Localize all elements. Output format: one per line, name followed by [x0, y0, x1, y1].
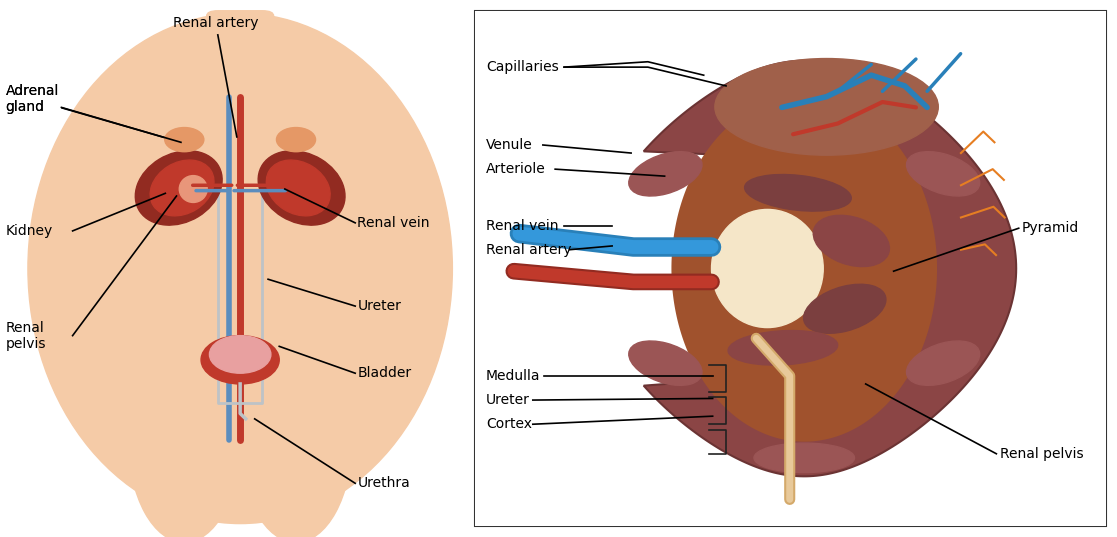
Ellipse shape — [754, 443, 855, 473]
Text: Urethra: Urethra — [357, 476, 410, 490]
Bar — [475, 11, 1106, 526]
Ellipse shape — [179, 176, 208, 202]
Text: Arteriole: Arteriole — [486, 162, 545, 176]
Text: Medulla: Medulla — [486, 369, 541, 383]
Ellipse shape — [258, 151, 345, 225]
Ellipse shape — [907, 341, 980, 386]
Polygon shape — [671, 96, 937, 441]
Ellipse shape — [629, 151, 701, 196]
Text: Venule: Venule — [486, 138, 533, 152]
Ellipse shape — [150, 160, 214, 216]
Ellipse shape — [629, 341, 701, 386]
Ellipse shape — [276, 127, 316, 151]
Ellipse shape — [128, 338, 240, 537]
Text: Cortex: Cortex — [486, 417, 532, 431]
Text: Capillaries: Capillaries — [486, 60, 558, 74]
Ellipse shape — [210, 336, 270, 373]
Ellipse shape — [712, 209, 823, 328]
Ellipse shape — [240, 338, 352, 537]
Text: Renal vein: Renal vein — [486, 219, 558, 233]
Text: Kidney: Kidney — [6, 224, 52, 238]
Ellipse shape — [907, 151, 980, 196]
Ellipse shape — [813, 215, 889, 266]
Text: Adrenal
gland: Adrenal gland — [6, 84, 59, 114]
Text: Bladder: Bladder — [357, 366, 411, 380]
Ellipse shape — [201, 336, 279, 384]
Ellipse shape — [266, 160, 331, 216]
FancyBboxPatch shape — [207, 11, 274, 86]
Ellipse shape — [745, 175, 851, 211]
Ellipse shape — [715, 59, 938, 155]
Ellipse shape — [754, 64, 855, 94]
Text: Ureter: Ureter — [486, 393, 529, 407]
Text: Renal artery: Renal artery — [486, 243, 572, 257]
Polygon shape — [643, 61, 1016, 476]
Bar — [475, 11, 1106, 526]
Text: Renal artery: Renal artery — [173, 16, 259, 30]
Ellipse shape — [728, 331, 838, 365]
Ellipse shape — [135, 151, 222, 225]
Text: Adrenal
gland: Adrenal gland — [6, 84, 179, 142]
Text: Renal
pelvis: Renal pelvis — [6, 321, 46, 351]
Ellipse shape — [28, 13, 452, 524]
Text: Pyramid: Pyramid — [1022, 221, 1079, 235]
Ellipse shape — [165, 127, 204, 151]
Text: Renal vein: Renal vein — [357, 216, 430, 230]
Text: Ureter: Ureter — [357, 299, 401, 313]
Ellipse shape — [803, 284, 886, 333]
Text: Renal pelvis: Renal pelvis — [1000, 447, 1083, 461]
